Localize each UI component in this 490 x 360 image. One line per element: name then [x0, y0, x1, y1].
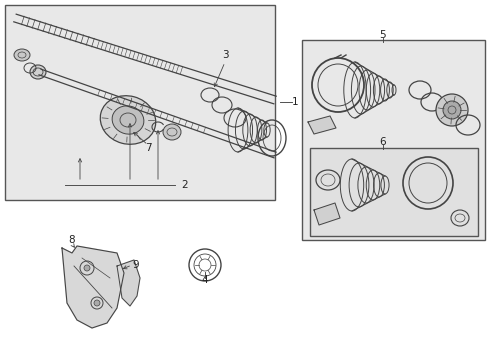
Ellipse shape — [100, 96, 156, 144]
Polygon shape — [117, 260, 140, 306]
Text: 6: 6 — [380, 137, 386, 147]
Ellipse shape — [112, 106, 144, 134]
Text: 8: 8 — [69, 235, 75, 245]
Ellipse shape — [436, 94, 468, 126]
Bar — [310, 148, 478, 236]
Text: 2: 2 — [182, 180, 188, 190]
Bar — [302, 40, 485, 240]
Polygon shape — [62, 246, 124, 328]
Circle shape — [84, 265, 90, 271]
Bar — [5, 5, 275, 200]
Text: 3: 3 — [221, 50, 228, 60]
Text: 1: 1 — [292, 97, 298, 107]
Ellipse shape — [443, 101, 461, 119]
Text: 9: 9 — [132, 260, 139, 270]
Ellipse shape — [163, 124, 181, 140]
Text: 4: 4 — [202, 275, 208, 285]
Text: 7: 7 — [145, 143, 151, 153]
Text: 5: 5 — [380, 30, 386, 40]
Polygon shape — [314, 203, 340, 225]
Ellipse shape — [30, 65, 46, 79]
Polygon shape — [308, 116, 336, 134]
Circle shape — [94, 300, 100, 306]
Ellipse shape — [14, 49, 30, 61]
